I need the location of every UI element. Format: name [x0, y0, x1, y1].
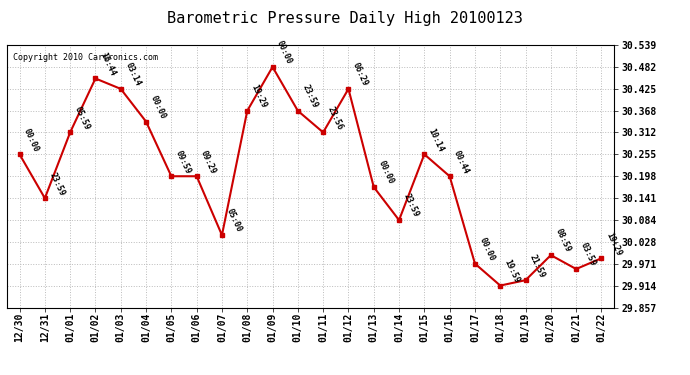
- Text: 16:44: 16:44: [98, 51, 117, 77]
- Text: 00:00: 00:00: [275, 39, 294, 66]
- Text: 00:00: 00:00: [376, 159, 395, 186]
- Text: 00:00: 00:00: [148, 94, 167, 120]
- Text: 19:29: 19:29: [250, 83, 268, 110]
- Text: 23:59: 23:59: [402, 192, 420, 219]
- Text: 23:59: 23:59: [300, 83, 319, 110]
- Text: 23:59: 23:59: [48, 171, 66, 197]
- Text: Barometric Pressure Daily High 20100123: Barometric Pressure Daily High 20100123: [167, 11, 523, 26]
- Text: 09:29: 09:29: [199, 148, 218, 175]
- Text: 23:56: 23:56: [326, 105, 344, 131]
- Text: 00:00: 00:00: [22, 127, 41, 153]
- Text: 19:59: 19:59: [503, 258, 522, 284]
- Text: 09:59: 09:59: [174, 148, 193, 175]
- Text: 03:14: 03:14: [124, 61, 142, 88]
- Text: 21:59: 21:59: [528, 252, 546, 279]
- Text: 00:44: 00:44: [452, 148, 471, 175]
- Text: 19:29: 19:29: [604, 231, 622, 257]
- Text: 03:59: 03:59: [579, 242, 598, 268]
- Text: 06:29: 06:29: [351, 61, 370, 88]
- Text: 05:59: 05:59: [72, 105, 91, 131]
- Text: 00:00: 00:00: [477, 236, 496, 262]
- Text: 10:14: 10:14: [427, 127, 446, 153]
- Text: Copyright 2010 Cartronics.com: Copyright 2010 Cartronics.com: [13, 53, 158, 62]
- Text: 05:00: 05:00: [224, 207, 243, 234]
- Text: 08:59: 08:59: [553, 228, 572, 254]
